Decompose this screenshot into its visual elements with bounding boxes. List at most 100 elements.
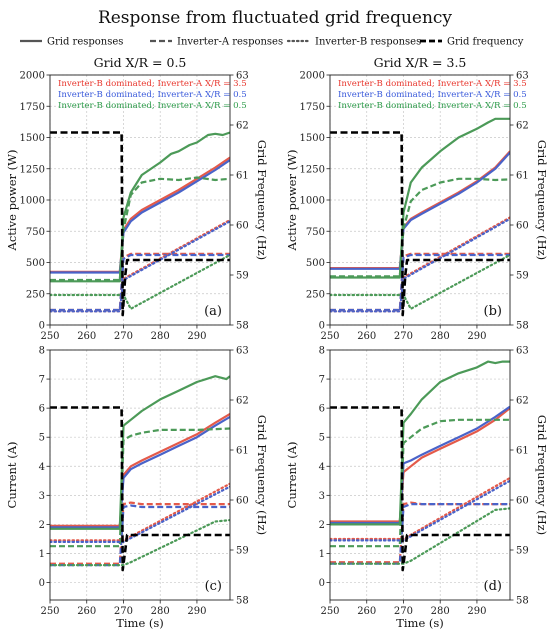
y2-tick-label: 63 <box>236 346 249 357</box>
x-tick-label: 260 <box>77 331 96 342</box>
annotation-text: Inverter-B dominated; Inverter-A X/R = 3… <box>338 79 527 89</box>
y-tick-label: 4 <box>39 462 45 473</box>
x-tick-label: 290 <box>187 606 206 617</box>
y2-tick-label: 58 <box>516 596 529 607</box>
series-group <box>50 131 230 317</box>
y2-axis-label: Grid Frequency (Hz) <box>535 415 549 535</box>
series-line-green-solid <box>330 360 510 526</box>
y-tick-label: 1 <box>319 549 325 560</box>
panel-title: Grid X/R = 0.5 <box>94 55 187 70</box>
y2-axis-label: Grid Frequency (Hz) <box>255 140 269 260</box>
y-tick-label: 0 <box>319 321 325 332</box>
series-line-red-dashed <box>330 501 510 564</box>
y-tick-label: 7 <box>319 375 325 386</box>
y-axis-label: Active power (W) <box>5 150 19 252</box>
y2-tick-label: 58 <box>516 321 529 332</box>
series-line-green-dotted <box>330 253 510 310</box>
chart-panel: 250 260 270 280 2900250500750100012501500175… <box>285 55 549 342</box>
y2-tick-label: 62 <box>516 121 529 132</box>
y2-tick-label: 60 <box>236 221 249 232</box>
panel-label: (d) <box>484 579 502 594</box>
series-line-blue-dotted <box>50 485 230 544</box>
series-line-blue-solid <box>330 405 510 525</box>
legend-label: Inverter-A responses <box>177 37 283 48</box>
y2-tick-label: 61 <box>236 171 249 182</box>
legend-item: Inverter-B responses <box>286 37 421 48</box>
legend-label: Inverter-B responses <box>315 37 421 48</box>
y-axis-label: Current (A) <box>285 442 299 509</box>
chart-panel: 250 260 270 280 290 0 1 2 3 4 5 6 7 8 58 59 60 61 62 63 Curr… <box>5 346 269 631</box>
y2-tick-label: 63 <box>516 346 529 357</box>
y2-tick-label: 61 <box>516 446 529 457</box>
plot-frame <box>329 349 511 601</box>
y-tick-label: 0 <box>39 578 45 589</box>
y-tick-label: 0 <box>39 321 45 332</box>
y-tick-label: 6 <box>319 404 325 415</box>
x-axis-label: Time (s) <box>116 616 164 630</box>
y-tick-label: 3 <box>319 491 325 502</box>
y2-tick-label: 62 <box>236 396 249 407</box>
series-line-blue-dotted <box>330 479 510 542</box>
y2-tick-label: 61 <box>516 171 529 182</box>
y-tick-label: 2 <box>39 520 45 531</box>
x-tick-label: 270 <box>394 331 413 342</box>
series-line-black-freq <box>50 406 230 572</box>
x-tick-label: 260 <box>357 331 376 342</box>
y2-tick-label: 58 <box>236 321 249 332</box>
series-line-blue-dashed <box>50 504 230 567</box>
plot-frame <box>49 349 231 601</box>
y-axis-label: Current (A) <box>5 442 19 509</box>
y-tick-label: 8 <box>39 346 45 357</box>
y-tick-label: 2 <box>319 520 325 531</box>
x-axis-label: Time (s) <box>396 616 444 630</box>
series-line-red-dotted <box>50 218 230 313</box>
y2-tick-label: 63 <box>236 71 249 82</box>
x-tick-label: 260 <box>357 606 376 617</box>
y-tick-label: 750 <box>306 227 325 238</box>
legend-item: Grid responses <box>20 37 123 48</box>
series-line-green-solid <box>50 131 230 283</box>
y2-axis-label: Grid Frequency (Hz) <box>255 415 269 535</box>
y-tick-label: 5 <box>39 433 45 444</box>
y2-tick-label: 61 <box>236 446 249 457</box>
x-tick-label: 280 <box>431 606 450 617</box>
y-tick-label: 750 <box>26 227 45 238</box>
series-line-black-freq <box>330 406 510 572</box>
y2-tick-label: 63 <box>516 71 529 82</box>
y-tick-label: 500 <box>26 258 45 269</box>
x-tick-label: 250 <box>320 606 339 617</box>
y-tick-label: 2000 <box>300 71 325 82</box>
y2-axis-label: Grid Frequency (Hz) <box>535 140 549 260</box>
y-tick-label: 3 <box>39 491 45 502</box>
y2-tick-label: 58 <box>236 596 249 607</box>
x-tick-label: 280 <box>431 331 450 342</box>
figure-legend: Grid responses Inverter-A responses Invert… <box>20 37 524 48</box>
y2-tick-label: 60 <box>516 221 529 232</box>
y-tick-label: 5 <box>319 433 325 444</box>
x-tick-label: 270 <box>114 331 133 342</box>
x-tick-label: 260 <box>77 606 96 617</box>
y-tick-label: 0 <box>319 578 325 589</box>
y-tick-label: 500 <box>306 258 325 269</box>
series-line-black-freq <box>330 131 510 317</box>
figure-title: Response from fluctuated grid frequency <box>98 8 452 28</box>
series-line-blue-dashed <box>330 253 510 312</box>
series-line-green-dashed <box>50 427 230 548</box>
y2-tick-label: 62 <box>236 121 249 132</box>
y-tick-label: 1750 <box>20 102 45 113</box>
x-tick-label: 290 <box>467 331 486 342</box>
legend-item: Inverter-A responses <box>150 37 283 48</box>
y-tick-label: 1500 <box>20 133 45 144</box>
x-tick-label: 280 <box>151 331 170 342</box>
y-tick-label: 1750 <box>300 102 325 113</box>
y2-tick-label: 62 <box>516 396 529 407</box>
annotation-text: Inverter-B dominated; Inverter-A X/R = 3… <box>58 79 247 89</box>
x-tick-label: 250 <box>40 606 59 617</box>
annotation-text: Inverter-B dominated; Inverter-A X/R = 0… <box>338 101 527 111</box>
y-tick-label: 1 <box>39 549 45 560</box>
panel-label: (b) <box>484 304 502 319</box>
y-tick-label: 7 <box>39 375 45 386</box>
series-line-green-dashed <box>330 418 510 548</box>
annotation-text: Inverter-B dominated; Inverter-A X/R = 0… <box>58 101 247 111</box>
